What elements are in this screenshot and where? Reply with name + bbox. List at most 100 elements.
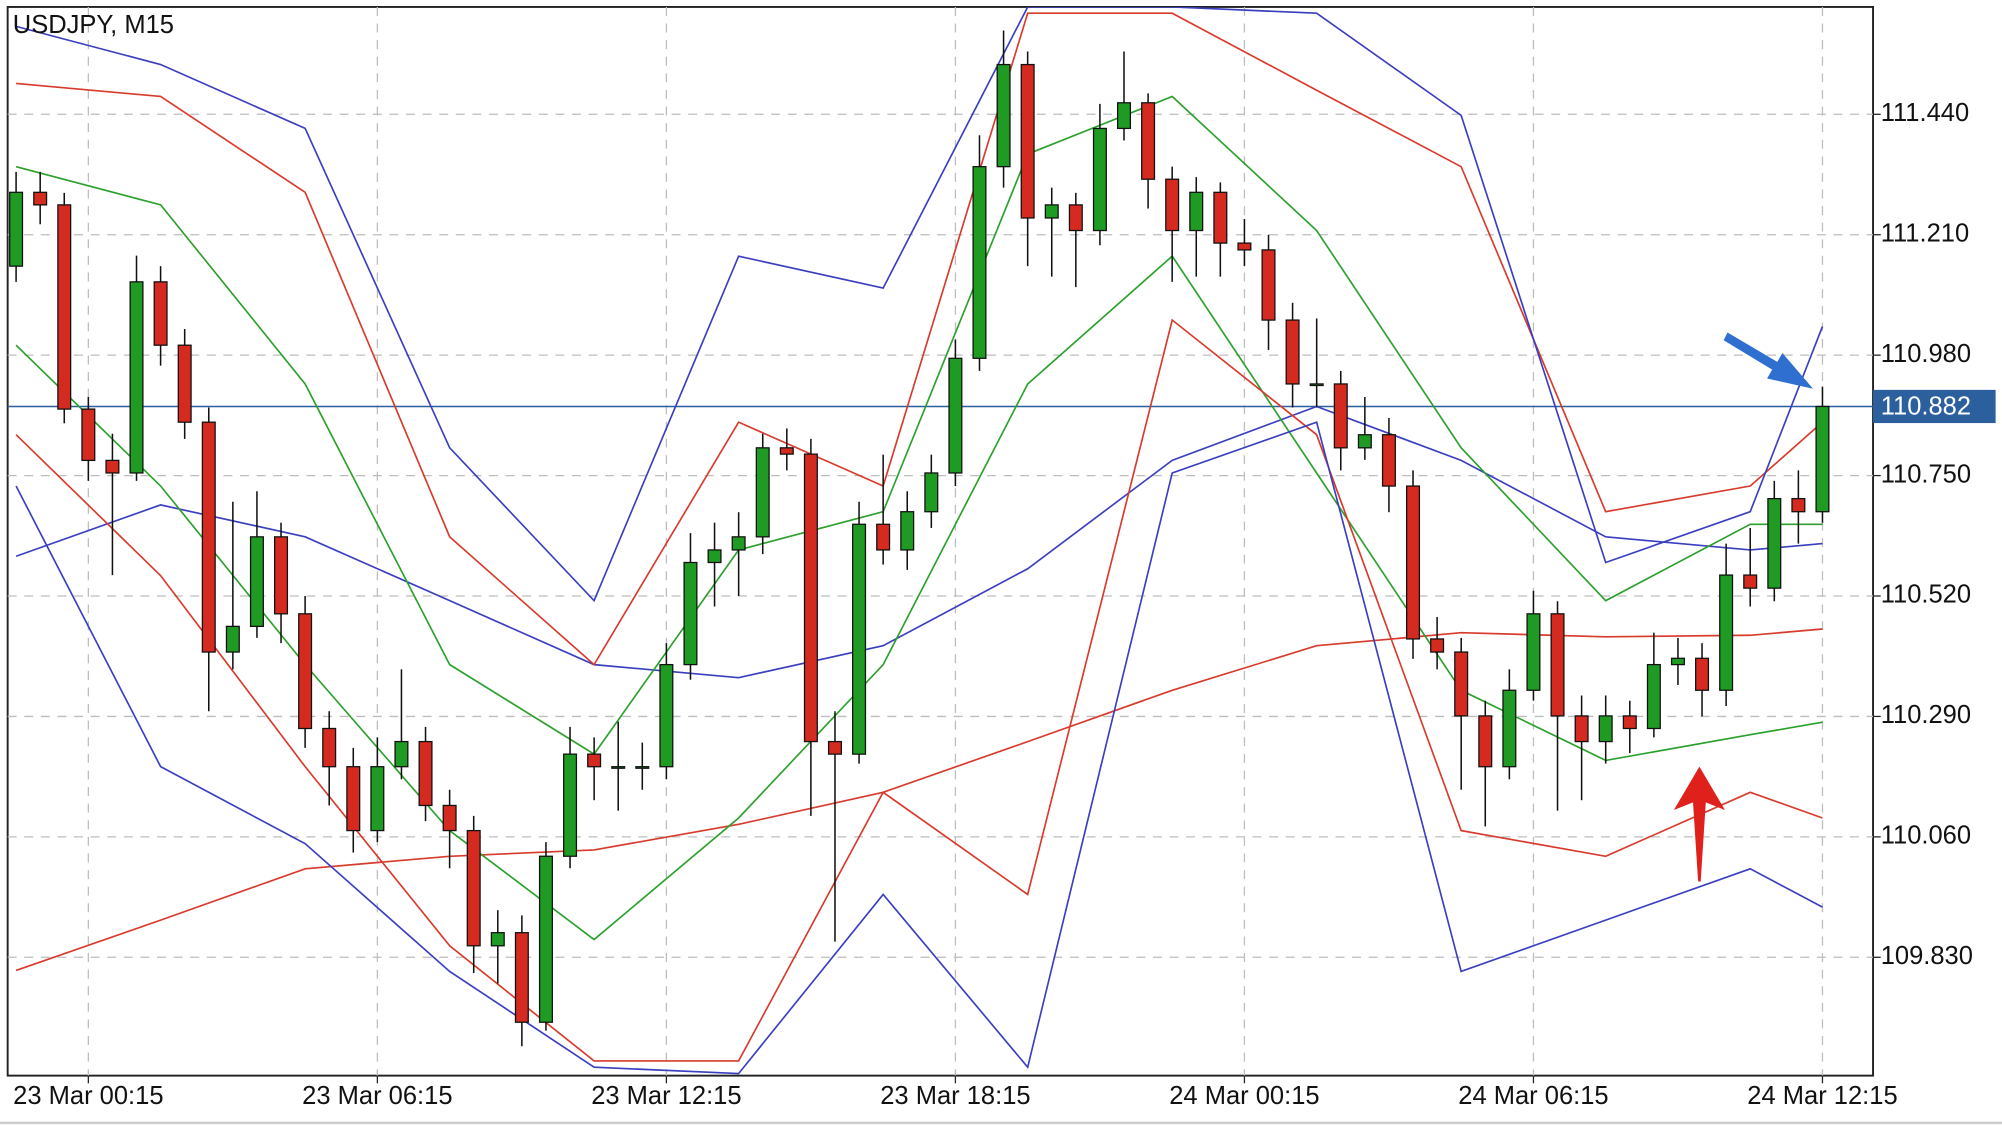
x-tick-label: 24 Mar 00:15 <box>1169 1082 1319 1110</box>
candle-body <box>1381 434 1396 487</box>
candle-body <box>1646 663 1661 730</box>
candle-body <box>298 613 313 730</box>
candle-body <box>1309 383 1324 387</box>
candle-body <box>346 766 361 832</box>
x-tick-label: 23 Mar 18:15 <box>880 1082 1030 1110</box>
candle-body <box>442 804 457 832</box>
candle-body <box>876 523 891 551</box>
y-tick-label: 110.060 <box>1881 822 1971 850</box>
candle-body <box>827 740 843 755</box>
candle-body <box>1237 242 1252 251</box>
candle-body <box>1550 613 1565 717</box>
candle-body <box>1357 434 1372 449</box>
candle-body <box>948 357 963 474</box>
candle-body <box>779 447 794 455</box>
candle-body <box>1598 715 1613 743</box>
candle-body <box>755 447 770 538</box>
candle-body <box>1261 249 1276 321</box>
candle-body <box>1574 715 1589 743</box>
candle-body <box>1333 383 1348 449</box>
y-tick-label: 110.290 <box>1881 701 1971 729</box>
x-tick-label: 23 Mar 00:15 <box>13 1082 163 1110</box>
x-tick-label: 23 Mar 06:15 <box>302 1082 452 1110</box>
candle-body <box>1044 204 1059 219</box>
candle-body <box>129 281 144 474</box>
candle-body <box>466 829 481 947</box>
candle-body <box>1141 102 1156 180</box>
candle-body <box>1815 405 1830 513</box>
candle-body <box>105 459 120 474</box>
candle-body <box>370 766 385 832</box>
candle-body <box>418 740 433 807</box>
candle-body <box>538 855 553 1023</box>
candles <box>9 30 1830 1047</box>
candle-body <box>900 511 915 551</box>
candle-body <box>322 727 337 768</box>
candle-body <box>683 561 698 666</box>
candle-body <box>1526 613 1541 691</box>
y-tick-label: 109.830 <box>1881 942 1973 970</box>
candle-body <box>635 766 650 769</box>
candle-body <box>1695 657 1710 691</box>
indicator-line <box>15 6 1824 603</box>
candle-body <box>514 932 529 1023</box>
candle-body <box>9 191 24 267</box>
candle-body <box>177 344 192 423</box>
candle-body <box>394 740 409 768</box>
candle-body <box>1068 204 1083 232</box>
candle-body <box>803 453 818 743</box>
candle-body <box>1430 638 1445 653</box>
candle-body <box>1719 574 1734 691</box>
candle-body <box>1092 127 1107 232</box>
axis-labels: 109.830 110.060 110.290 110.520 110.750 110.9… <box>13 99 1996 1110</box>
candle-body <box>587 753 602 768</box>
candle-body <box>1020 63 1035 219</box>
candle-body <box>563 753 578 857</box>
indicator-line <box>15 405 1823 679</box>
candle-body <box>225 625 240 653</box>
candle-body <box>659 663 674 768</box>
candle-body <box>33 191 48 206</box>
candle-body <box>707 549 722 564</box>
red-arrow <box>1673 766 1725 882</box>
blue-arrow <box>1723 332 1814 389</box>
plot-frame <box>6 6 1875 1077</box>
current-price-label: 110.882 <box>1881 392 1971 420</box>
y-tick-label: 111.440 <box>1881 99 1969 127</box>
candle-body <box>1116 102 1132 130</box>
y-tick-label: 111.210 <box>1881 219 1969 247</box>
candle-body <box>1791 497 1806 513</box>
indicator-line <box>16 12 1824 666</box>
x-tick-label: 24 Mar 06:15 <box>1458 1082 1608 1110</box>
candle-body <box>996 63 1011 168</box>
indicator-line <box>15 628 1823 972</box>
chart-title: USDJPY, M15 <box>13 11 174 39</box>
candle-body <box>153 281 168 346</box>
candle-body <box>1743 574 1758 589</box>
candle-body <box>1454 651 1469 717</box>
candle-body <box>249 536 264 628</box>
x-tick-label: 23 Mar 12:15 <box>591 1082 741 1110</box>
current-price-box <box>1873 389 1996 424</box>
candle-body <box>852 523 867 755</box>
y-tick-label: 110.980 <box>1881 340 1971 368</box>
candle-body <box>201 421 216 653</box>
y-tick-label: 110.520 <box>1881 581 1971 609</box>
candle-body <box>490 932 505 947</box>
candle-body <box>1189 191 1204 232</box>
candle-body <box>57 204 72 410</box>
candle-body <box>1622 715 1637 730</box>
candle-body <box>1213 191 1228 244</box>
candle-body <box>972 166 987 359</box>
candle-body <box>1767 497 1782 589</box>
candle-body <box>81 408 96 462</box>
candle-body <box>731 536 746 551</box>
candle-body <box>1165 178 1180 232</box>
candle-body <box>1285 319 1300 385</box>
candle-body <box>1405 485 1421 640</box>
x-tick-label: 24 Mar 12:15 <box>1747 1082 1897 1110</box>
grid <box>7 6 1881 1084</box>
y-tick-label: 110.750 <box>1881 460 1971 488</box>
indicator-line <box>15 95 1823 756</box>
